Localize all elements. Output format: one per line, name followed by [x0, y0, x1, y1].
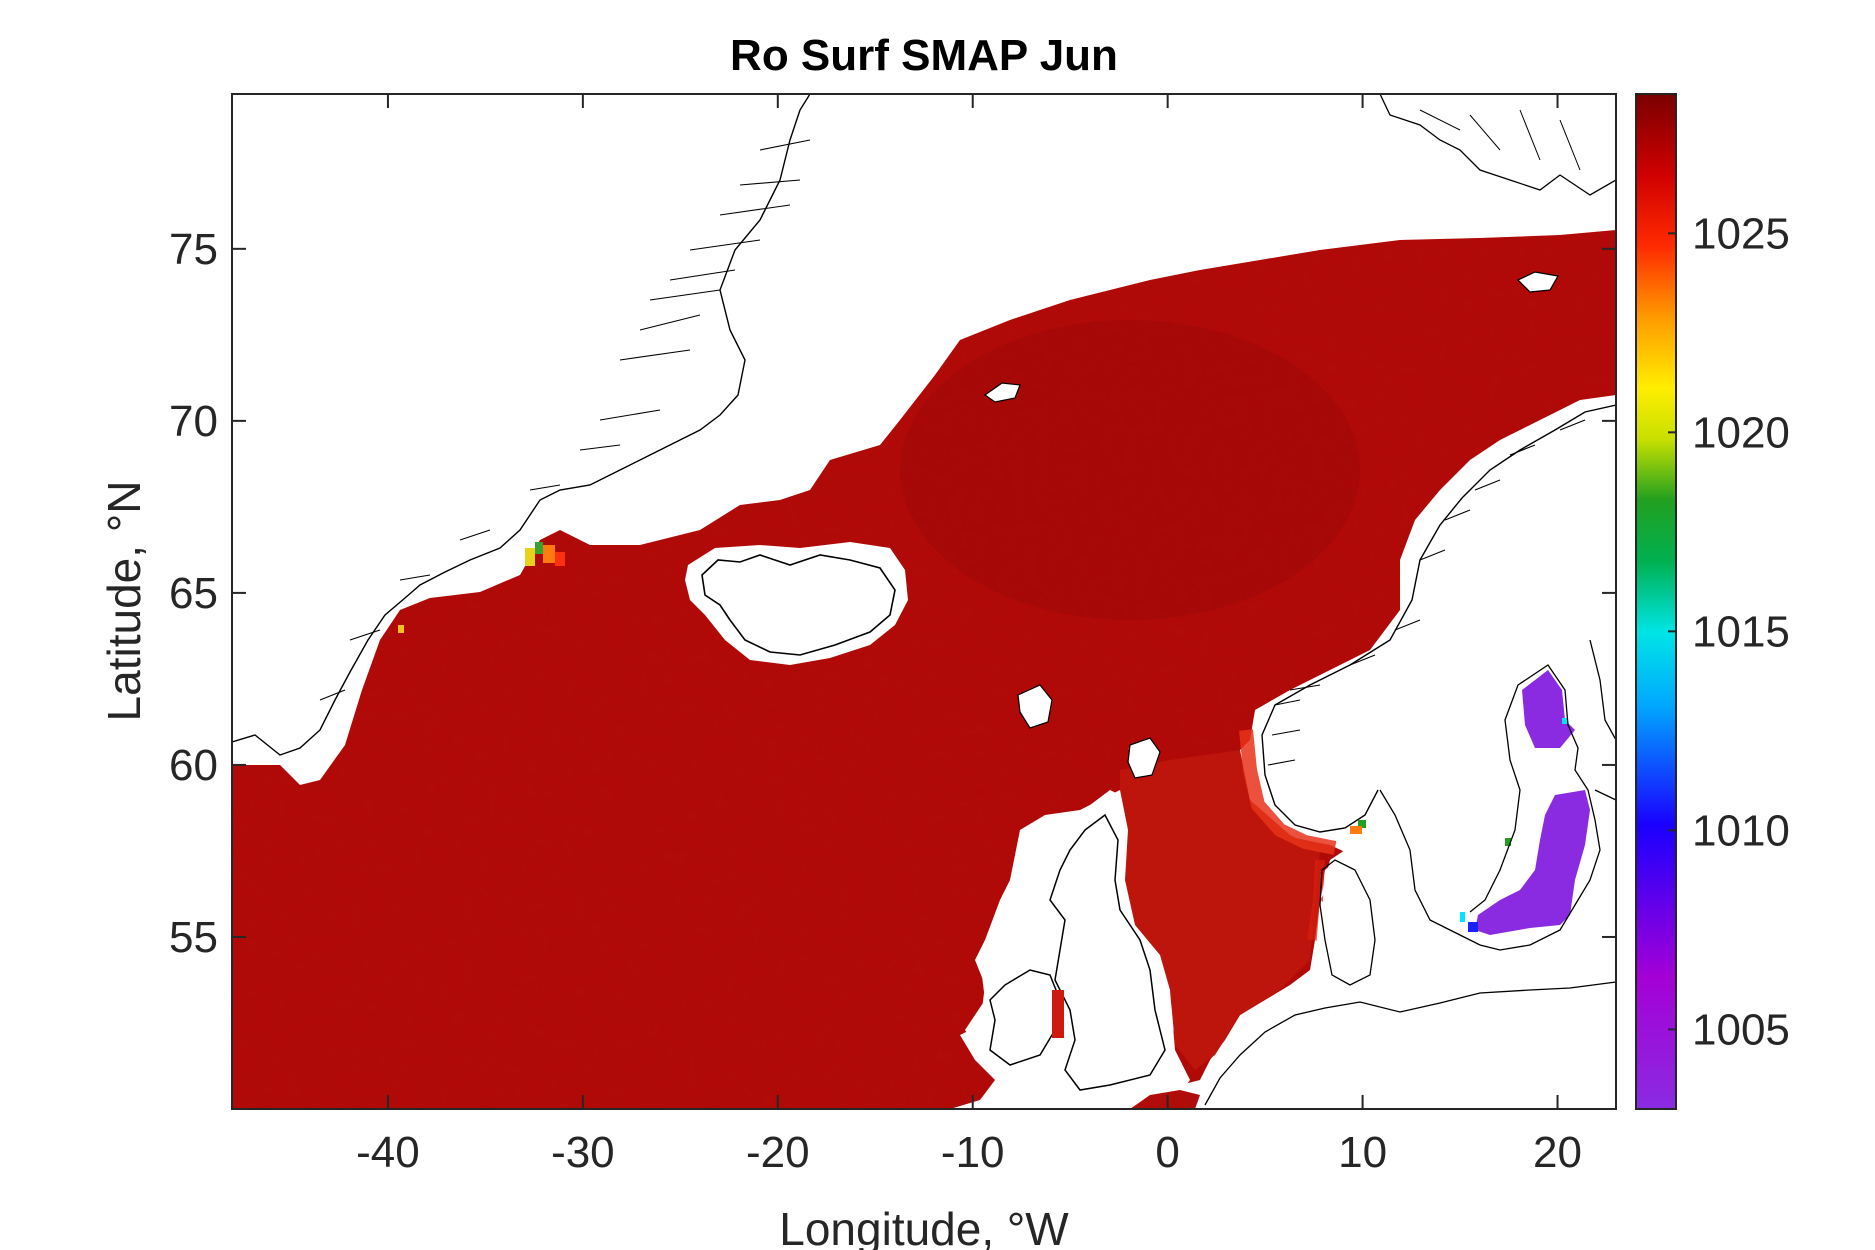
x-tick-label: 0 — [1155, 1128, 1179, 1177]
y-tick-label: 70 — [169, 397, 218, 446]
shetland-islands — [1127, 737, 1161, 779]
baltic-blue-pixel — [1468, 922, 1478, 932]
greenland-fjord-lines — [319, 139, 811, 701]
english-channel-field — [1130, 1090, 1200, 1109]
continental-europe-coastline — [1204, 981, 1616, 1106]
british-isles-landmass — [965, 790, 1190, 1109]
greenland-landmass — [232, 94, 820, 755]
greenland-anomaly-red — [555, 552, 565, 566]
figure-title: Ro Surf SMAP Jun — [730, 31, 1118, 80]
x-axis-label: Longitude, °W — [779, 1203, 1069, 1250]
colorbar-tick-label: 1005 — [1692, 1005, 1790, 1054]
x-axis-ticks: -40 -30 -20 -10 0 10 20 — [356, 94, 1582, 1177]
great-britain-coastline — [1049, 813, 1166, 1091]
axes-frame — [231, 93, 1617, 1110]
colorbar — [1635, 93, 1677, 1110]
skagerrak-green-pixel — [1358, 820, 1366, 828]
jan-mayen-island — [983, 382, 1021, 403]
colorbar-tick-label: 1020 — [1692, 408, 1790, 457]
greenland-anomaly-green — [535, 542, 543, 554]
x-tick-label: -40 — [356, 1128, 420, 1177]
greenland-anomaly-orange — [543, 545, 555, 563]
x-tick-label: -30 — [551, 1128, 615, 1177]
north-sea-edge-band — [1307, 859, 1325, 941]
irish-sea-field — [1052, 990, 1064, 1038]
denmark-coastline — [1319, 859, 1376, 986]
norwegian-coastal-band — [1239, 729, 1337, 855]
greenland-coastline — [232, 94, 811, 756]
nordic-sea-dark-patch — [900, 320, 1360, 620]
colorbar-tick-label: 1010 — [1692, 806, 1790, 855]
x-tick-label: -10 — [941, 1128, 1005, 1177]
y-tick-label: 65 — [169, 569, 218, 618]
bear-island — [1516, 271, 1559, 293]
scandinavia-landmass — [1258, 400, 1616, 1109]
y-tick-label: 60 — [169, 741, 218, 790]
greenland-anomaly-yellow — [525, 548, 535, 566]
skagerrak-orange-pixel — [1350, 826, 1362, 834]
bothnia-cyan-pixel — [1562, 718, 1568, 724]
y-tick-label: 75 — [169, 225, 218, 274]
x-tick-label: 10 — [1338, 1128, 1387, 1177]
colorbar-tick-label: 1025 — [1692, 209, 1790, 258]
greenland-anomaly-small — [398, 625, 404, 633]
ireland-coastline — [989, 969, 1061, 1066]
finland-coastline — [1589, 639, 1616, 801]
baltic-sea-main-basin — [1475, 790, 1590, 935]
faroe-islands — [1017, 684, 1053, 729]
x-tick-label: -20 — [746, 1128, 810, 1177]
svalbard-fjord-lines — [1419, 109, 1581, 171]
baltic-sea-gulf-bothnia — [1522, 670, 1575, 748]
colorbar-ticks: 1005 1010 1015 1020 1025 — [1668, 209, 1790, 1054]
sweden-baltic-coastline — [1379, 664, 1601, 951]
map-axes — [232, 94, 1616, 1109]
iceland-coastline — [701, 554, 896, 656]
y-tick-label: 55 — [169, 913, 218, 962]
baltic-green-pixel — [1505, 838, 1511, 846]
x-tick-label: 20 — [1533, 1128, 1582, 1177]
norway-fjord-lines — [1267, 419, 1586, 766]
y-axis-ticks: 55 60 65 70 75 — [169, 225, 1616, 962]
baltic-cyan-pixel — [1460, 912, 1465, 922]
y-axis-label: Latitude, °N — [98, 481, 150, 722]
colorbar-tick-label: 1015 — [1692, 607, 1790, 656]
